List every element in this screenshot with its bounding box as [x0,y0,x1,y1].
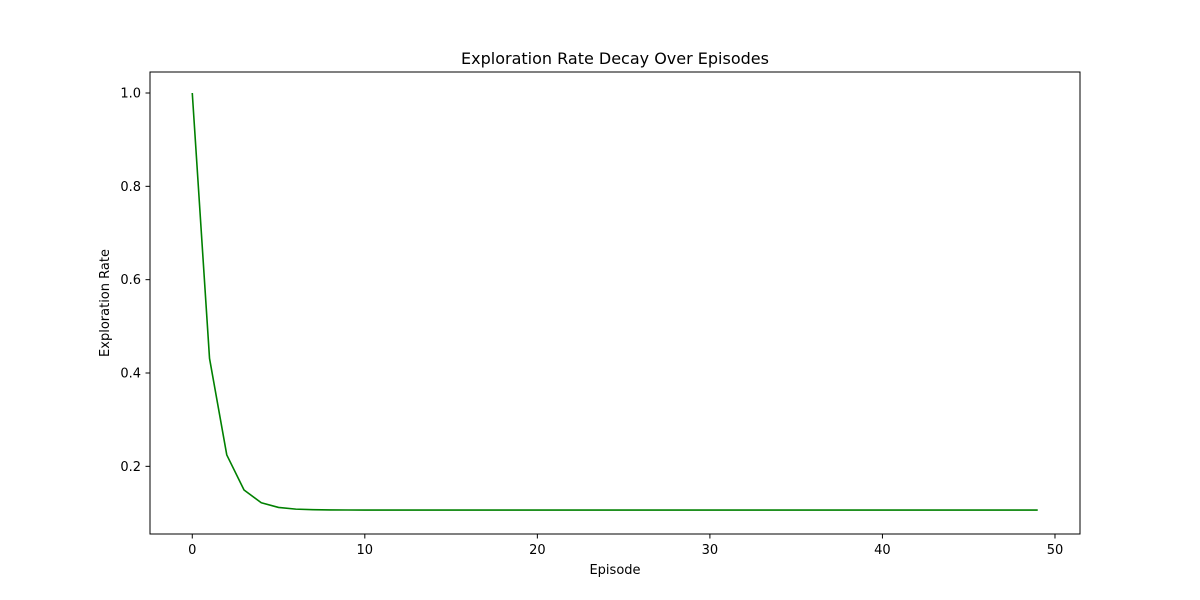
axes-frame [149,71,1081,535]
y-tick-label-2: 0.6 [120,273,141,288]
series-line-0 [191,92,1038,511]
y-tick-label-4: 1.0 [120,87,141,102]
plot-area: 0 10 20 30 40 50 0.2 0.4 0.6 0.8 1.0 [120,71,1081,558]
y-tick-label-0: 0.2 [120,460,141,475]
y-tick-label-1: 0.4 [120,367,141,382]
x-tick-label-3: 30 [702,543,719,558]
x-tick-label-4: 40 [874,543,891,558]
x-tick-label-2: 20 [529,543,546,558]
y-axis-label: Exploration Rate [98,249,113,357]
x-tick-label-0: 0 [188,543,196,558]
x-axis-label: Episode [589,563,640,578]
x-tick-label-5: 50 [1047,543,1064,558]
chart-title: Exploration Rate Decay Over Episodes [461,49,769,68]
x-tick-label-1: 10 [357,543,374,558]
y-tick-label-3: 0.8 [120,180,141,195]
